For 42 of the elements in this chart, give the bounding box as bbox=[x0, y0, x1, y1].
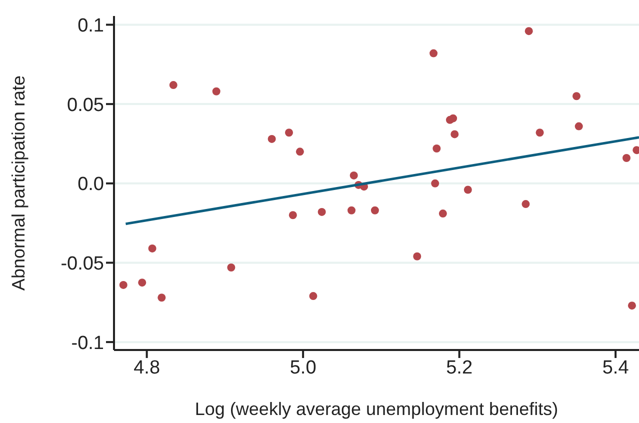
point bbox=[158, 294, 166, 302]
point bbox=[296, 148, 304, 156]
point bbox=[536, 128, 544, 137]
point bbox=[370, 206, 379, 214]
point bbox=[318, 208, 326, 216]
point bbox=[227, 263, 236, 272]
x-tick-label: 4.8 bbox=[134, 357, 160, 378]
point bbox=[169, 81, 178, 90]
point bbox=[430, 49, 438, 58]
point bbox=[524, 27, 533, 36]
point bbox=[450, 130, 459, 138]
y-tick-label: 0.05 bbox=[67, 94, 104, 116]
point bbox=[268, 134, 276, 143]
y-tick-label: -0.1 bbox=[71, 332, 104, 354]
point bbox=[288, 211, 297, 220]
x-axis-title: Log (weekly average unemployment benefits) bbox=[194, 399, 558, 419]
point bbox=[350, 171, 358, 180]
y-tick-label: 0.1 bbox=[78, 15, 104, 36]
point bbox=[449, 114, 458, 122]
point bbox=[432, 144, 441, 152]
x-tick-label: 5.2 bbox=[446, 357, 473, 378]
point bbox=[464, 186, 472, 194]
point bbox=[438, 210, 447, 218]
point bbox=[572, 92, 580, 100]
y-tick-label: -0.05 bbox=[60, 253, 104, 274]
point bbox=[309, 292, 318, 300]
point bbox=[413, 252, 422, 260]
point bbox=[138, 278, 146, 287]
point bbox=[431, 179, 440, 188]
x-tick-label: 5.4 bbox=[602, 357, 630, 378]
point bbox=[119, 280, 128, 289]
point bbox=[148, 244, 156, 252]
point bbox=[522, 200, 530, 208]
x-tick-label: 5.0 bbox=[290, 357, 316, 378]
point bbox=[628, 302, 636, 310]
point bbox=[212, 87, 220, 96]
point bbox=[574, 122, 583, 130]
y-axis-title: Abnormal participation rate bbox=[8, 75, 28, 291]
point bbox=[285, 128, 293, 137]
y-tick-label: 0.0 bbox=[78, 174, 104, 196]
point bbox=[622, 154, 630, 162]
point bbox=[348, 206, 356, 214]
